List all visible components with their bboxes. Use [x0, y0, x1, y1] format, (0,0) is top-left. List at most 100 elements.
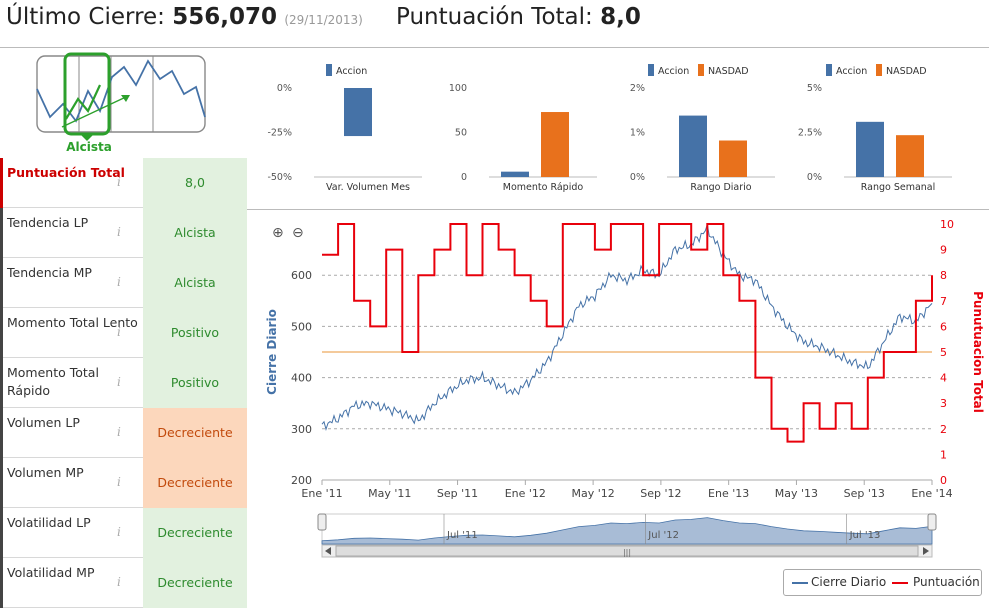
scrollbar-thumb[interactable]	[335, 545, 919, 557]
signal-value: Decreciente	[143, 508, 247, 558]
navigator-series	[321, 517, 933, 545]
y-tick-label: 0%	[630, 172, 645, 183]
y-left-tick: 500	[291, 320, 312, 333]
legend-label: Accion	[836, 66, 867, 77]
navigator-label: Jul '11	[446, 530, 478, 541]
info-icon[interactable]: i	[117, 225, 121, 239]
y-right-tick: 4	[940, 372, 947, 385]
mini-chart-title: Rango Diario	[690, 182, 751, 193]
y-right-tick: 5	[940, 346, 947, 359]
mini-chart: Accion NASDAD 2% 1% 0% Rango Diario	[630, 64, 927, 193]
y-left-tick: 400	[291, 372, 312, 385]
zoom-in-icon[interactable]: ⊕	[272, 225, 284, 241]
signal-row: Volatilidad MP i Decreciente	[0, 558, 247, 608]
bar-nasdad[interactable]	[541, 112, 569, 177]
legend-cierre[interactable]: Cierre Diario	[811, 575, 887, 589]
bar-nasdad[interactable]	[896, 135, 924, 177]
x-tick-label: May '13	[775, 487, 818, 500]
y-tick-label: 0%	[807, 172, 822, 183]
last-close-date: (29/11/2013)	[284, 13, 363, 27]
mini-bar-charts: Accion 0% -25% -50% Var. Volumen Mes Accion NA…	[267, 64, 952, 193]
signal-label: Momento Total Lento	[0, 308, 143, 358]
y-right-tick: 10	[940, 218, 954, 231]
price-score-chart: 200 300 400 500 600 0 1 2 3 4 5 6 7 8 9 10 Cierre Diario…	[265, 218, 985, 558]
signal-label: Volumen MP	[0, 458, 143, 508]
x-tick-label: Ene '11	[301, 487, 342, 500]
navigator-right-handle[interactable]	[927, 513, 937, 531]
info-icon[interactable]: i	[117, 175, 121, 189]
signal-label: Tendencia LP	[0, 208, 143, 258]
y-tick-label: 1%	[630, 128, 645, 139]
y-right-tick: 1	[940, 448, 947, 461]
trend-label: Alcista	[66, 140, 112, 154]
y-left-tick: 300	[291, 423, 312, 436]
scroll-right-arrow-icon[interactable]	[923, 547, 929, 555]
info-icon[interactable]: i	[117, 525, 121, 539]
legend-puntuacion-swatch	[892, 582, 908, 584]
signal-row: Tendencia MP i Alcista	[0, 258, 247, 308]
y-right-tick: 6	[940, 320, 947, 333]
y-tick-label: -50%	[267, 172, 292, 183]
mini-chart: Accion 0% -25% -50% Var. Volumen Mes	[267, 64, 422, 193]
bar-accion[interactable]	[344, 88, 372, 137]
x-tick-label: May '11	[368, 487, 411, 500]
legend-swatch	[698, 64, 704, 76]
legend-swatch	[648, 64, 654, 76]
info-icon[interactable]: i	[117, 425, 121, 439]
signal-row: Puntuación Total i 8,0	[0, 158, 247, 208]
navigator-left-handle[interactable]	[317, 513, 327, 531]
bar-nasdad[interactable]	[719, 140, 747, 177]
legend-cierre-swatch	[792, 582, 808, 584]
trend-icon	[36, 52, 206, 141]
legend-label: NASDAD	[708, 66, 749, 77]
signal-value: Decreciente	[143, 408, 247, 458]
info-icon[interactable]: i	[117, 325, 121, 339]
info-icon[interactable]: i	[117, 375, 121, 389]
signal-label: Volumen LP	[0, 408, 143, 458]
signal-value: Positivo	[143, 358, 247, 408]
signal-value: Decreciente	[143, 558, 247, 608]
mini-chart-title: Var. Volumen Mes	[326, 182, 410, 193]
series-puntuacion[interactable]	[322, 223, 933, 443]
bar-accion[interactable]	[679, 115, 707, 177]
divider	[247, 209, 989, 210]
scrollbar-grip: |||	[623, 548, 631, 557]
signal-value: Alcista	[143, 258, 247, 308]
signal-value: Decreciente	[143, 458, 247, 508]
total-score-value: 8,0	[600, 4, 641, 30]
info-icon[interactable]: i	[117, 475, 121, 489]
y-tick-label: 50	[455, 128, 467, 139]
info-icon[interactable]: i	[117, 275, 121, 289]
signal-row: Tendencia LP i Alcista	[0, 208, 247, 258]
legend-swatch	[326, 64, 332, 76]
y-left-tick: 200	[291, 474, 312, 487]
zoom-out-icon[interactable]: ⊖	[292, 225, 304, 241]
y-right-tick: 3	[940, 397, 947, 410]
x-tick-label: Ene '12	[505, 487, 546, 500]
scroll-left-arrow-icon[interactable]	[325, 547, 331, 555]
signal-value: 8,0	[143, 158, 247, 208]
signal-row: Volatilidad LP i Decreciente	[0, 508, 247, 558]
signal-label: Tendencia MP	[0, 258, 143, 308]
y-tick-label: 2%	[630, 83, 645, 94]
bar-accion[interactable]	[501, 171, 529, 177]
y-tick-label: 0	[461, 172, 467, 183]
signal-row: Volumen MP i Decreciente	[0, 458, 247, 508]
legend-label: Accion	[336, 66, 367, 77]
legend-label: NASDAD	[886, 66, 927, 77]
series-cierre-diario[interactable]	[321, 224, 933, 432]
y-left-tick: 600	[291, 269, 312, 282]
legend-label: Accion	[658, 66, 689, 77]
total-score: Puntuación Total: 8,0	[396, 4, 641, 30]
signal-row: Momento Total Lento i Positivo	[0, 308, 247, 358]
signal-row: Volumen LP i Decreciente	[0, 408, 247, 458]
signal-value: Alcista	[143, 208, 247, 258]
legend-puntuacion[interactable]: Puntuación	[913, 575, 980, 589]
x-tick-label: Sep '13	[844, 487, 885, 500]
signal-rows: Puntuación Total i 8,0 Tendencia LP i Alcista…	[0, 158, 247, 608]
y-right-tick: 0	[940, 474, 947, 487]
signal-label: Puntuación Total	[0, 158, 143, 208]
bar-accion[interactable]	[856, 121, 884, 177]
info-icon[interactable]: i	[117, 575, 121, 589]
chart-legend: Cierre Diario Puntuación	[783, 569, 982, 596]
